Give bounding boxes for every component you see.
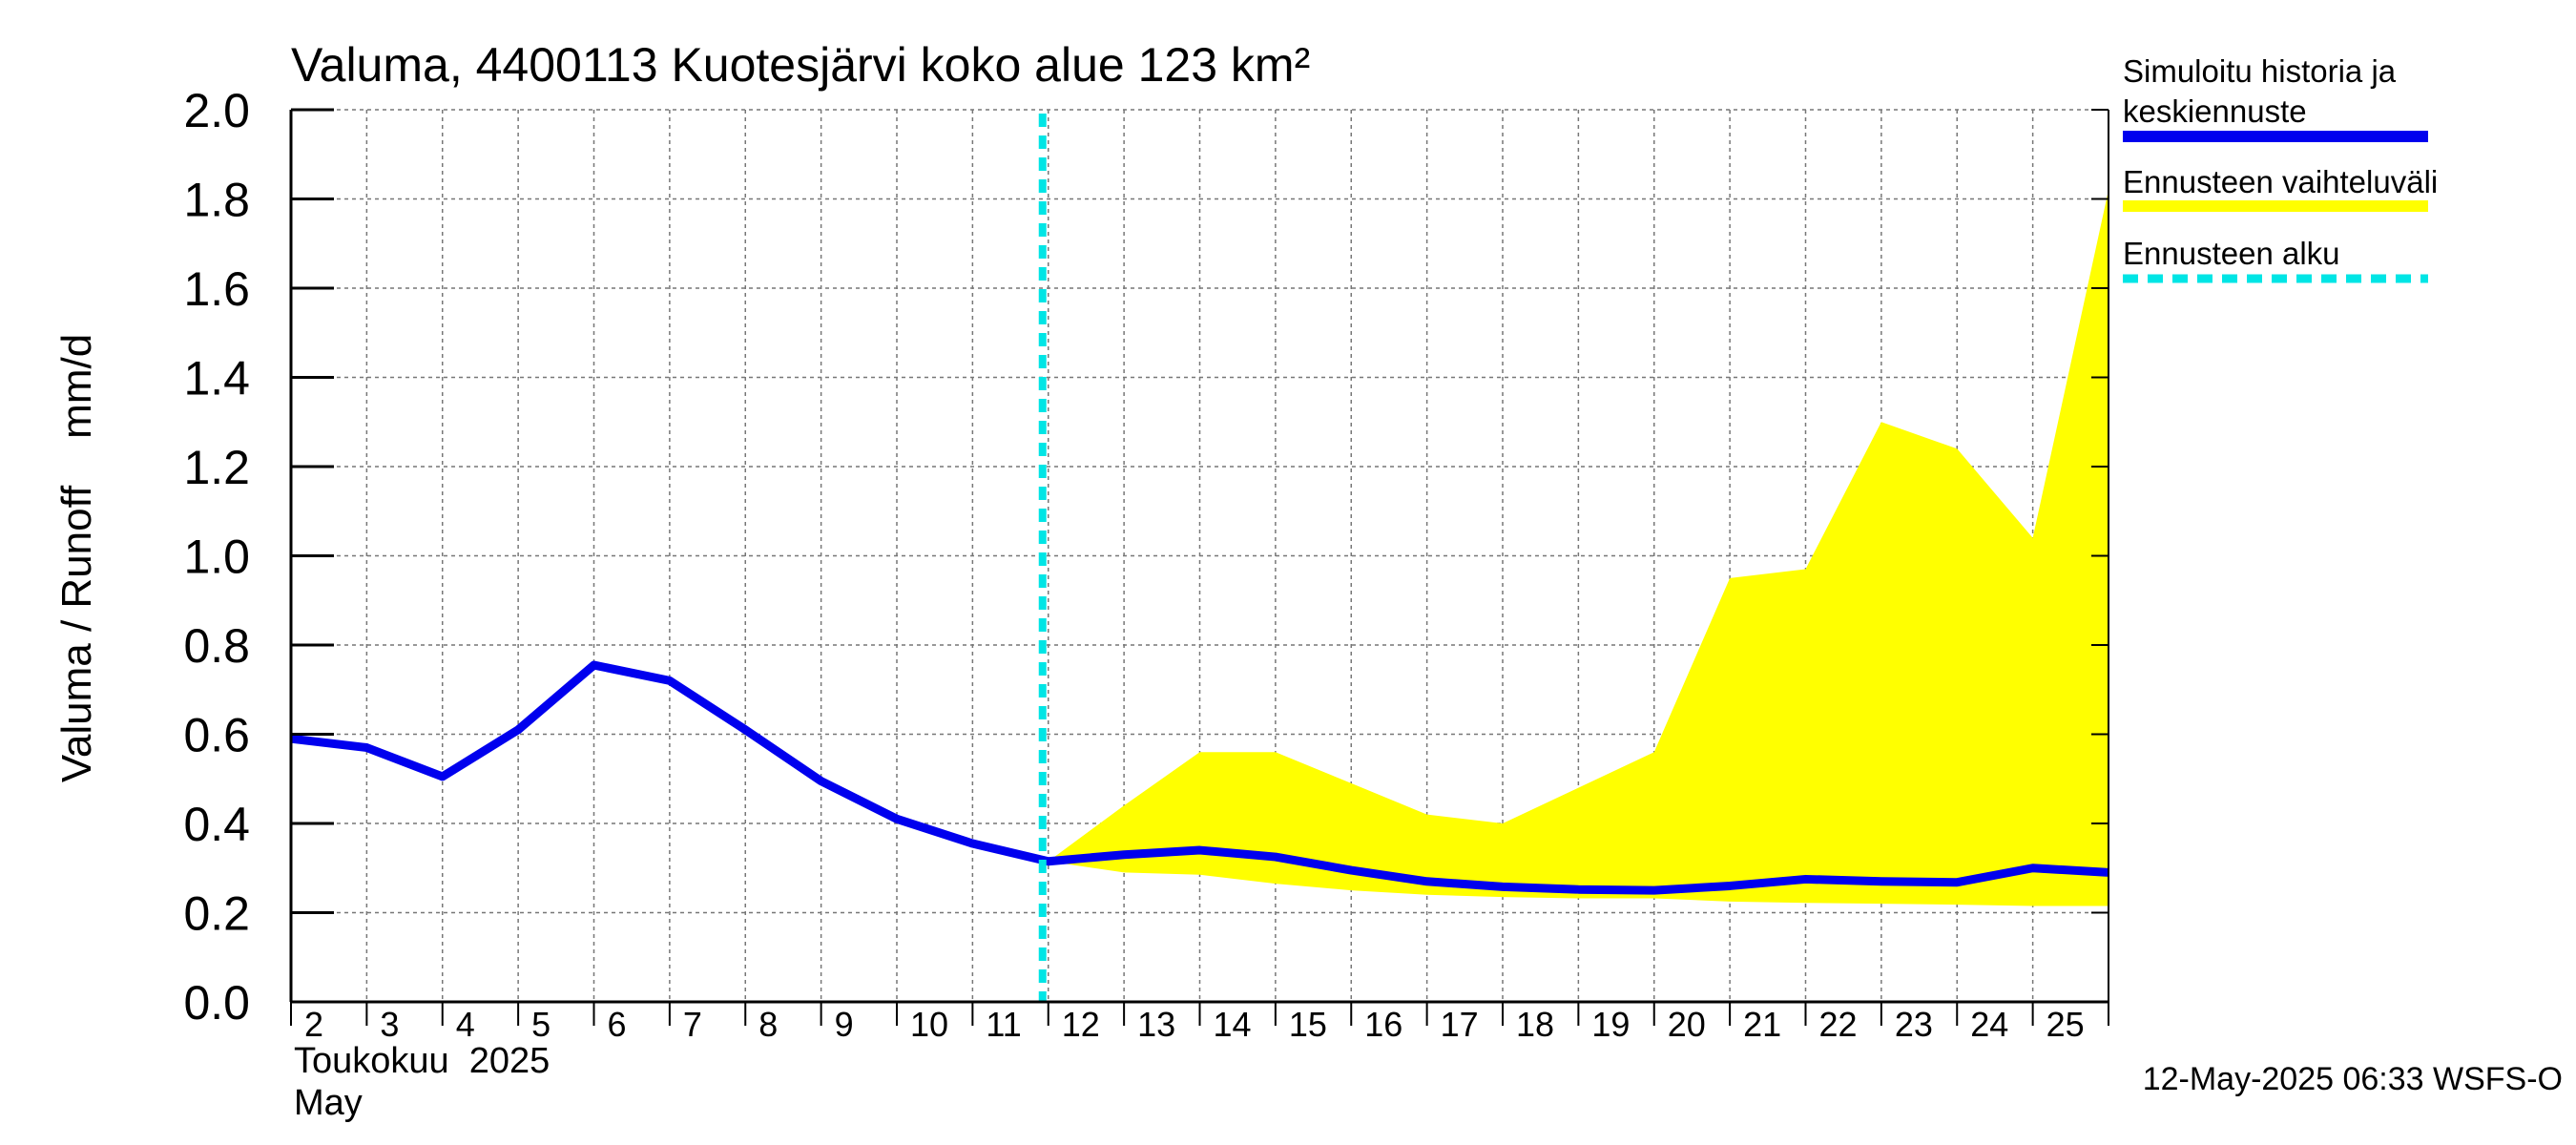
y-tick-label: 0.6 bbox=[183, 709, 250, 762]
legend-label: Ennusteen vaihteluväli bbox=[2123, 164, 2438, 199]
y-tick-label: 0.0 bbox=[183, 976, 250, 1030]
x-tick-label: 14 bbox=[1214, 1005, 1252, 1044]
x-tick-label: 17 bbox=[1441, 1005, 1479, 1044]
x-tick-label: 12 bbox=[1062, 1005, 1100, 1044]
x-tick-label: 13 bbox=[1137, 1005, 1175, 1044]
y-tick-label: 0.4 bbox=[183, 798, 250, 851]
x-tick-label: 20 bbox=[1668, 1005, 1706, 1044]
x-tick-label: 19 bbox=[1591, 1005, 1630, 1044]
x-tick-label: 3 bbox=[380, 1005, 399, 1044]
x-tick-label: 5 bbox=[531, 1005, 551, 1044]
grid bbox=[290, 109, 2109, 1003]
y-axis-label: Valuma / Runoff mm/d bbox=[53, 334, 100, 782]
legend-label: keskiennuste bbox=[2123, 94, 2307, 129]
y-tick-label: 1.6 bbox=[183, 262, 250, 316]
chart-title: Valuma, 4400113 Kuotesjärvi koko alue 12… bbox=[291, 38, 1310, 92]
month-label-en: May bbox=[294, 1083, 363, 1123]
x-tick-label: 11 bbox=[986, 1005, 1021, 1044]
x-tick-label: 16 bbox=[1364, 1005, 1402, 1044]
x-tick-label: 8 bbox=[758, 1005, 778, 1044]
plot-area: 0.00.20.40.60.81.01.21.41.61.82.02 3 4 5 6 7 8… bbox=[183, 84, 2109, 1044]
y-tick-label: 1.8 bbox=[183, 174, 250, 227]
x-tick-label: 18 bbox=[1516, 1005, 1554, 1044]
y-tick-label: 0.2 bbox=[183, 887, 250, 941]
y-tick-label: 0.8 bbox=[183, 619, 250, 673]
month-label-fi: Toukokuu 2025 bbox=[294, 1041, 550, 1081]
x-tick-label: 24 bbox=[1970, 1005, 2008, 1044]
x-tick-label: 10 bbox=[910, 1005, 948, 1044]
footer-timestamp: 12-May-2025 06:33 WSFS-O bbox=[2143, 1061, 2563, 1097]
legend-label: Simuloitu historia ja bbox=[2123, 53, 2397, 89]
forecast-range-band bbox=[1048, 190, 2109, 906]
x-tick-label: 15 bbox=[1289, 1005, 1327, 1044]
y-tick-label: 1.0 bbox=[183, 531, 250, 584]
y-tick-label: 1.2 bbox=[183, 441, 250, 494]
x-tick-label: 9 bbox=[835, 1005, 854, 1044]
y-tick-label: 2.0 bbox=[183, 84, 250, 137]
legend-item: Ennusteen alku bbox=[2123, 236, 2428, 283]
x-tick-label: 25 bbox=[2046, 1005, 2085, 1044]
x-tick-label: 23 bbox=[1895, 1005, 1933, 1044]
x-tick-label: 22 bbox=[1819, 1005, 1858, 1044]
legend: Simuloitu historia ja keskiennuste Ennuste… bbox=[2123, 53, 2438, 283]
legend-item: Ennusteen vaihteluväli bbox=[2123, 164, 2438, 212]
x-tick-label: 4 bbox=[456, 1005, 475, 1044]
y-tick-label: 1.4 bbox=[183, 352, 250, 406]
x-tick-label: 2 bbox=[304, 1005, 323, 1044]
x-tick-label: 21 bbox=[1743, 1005, 1781, 1044]
x-tick-label: 6 bbox=[608, 1005, 627, 1044]
x-tick-label: 7 bbox=[683, 1005, 702, 1044]
mean-runoff-line bbox=[290, 660, 2109, 895]
legend-item: Simuloitu historia ja keskiennuste bbox=[2123, 53, 2428, 142]
legend-label: Ennusteen alku bbox=[2123, 236, 2340, 271]
